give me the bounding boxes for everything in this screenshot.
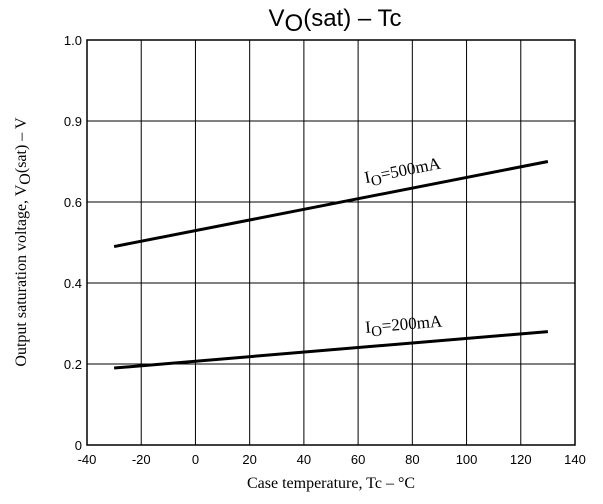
series-line xyxy=(113,330,549,370)
y-tick-label: 0.6 xyxy=(64,195,82,210)
chart-title: VO(sat) – Tc xyxy=(269,5,402,37)
series-label: IO=200mA xyxy=(364,311,443,340)
y-tick-label: 0.2 xyxy=(64,357,82,372)
x-axis-label: Case temperature, Tc – °C xyxy=(247,475,415,492)
x-tick-label: 80 xyxy=(405,452,419,467)
x-tick-label: -20 xyxy=(132,452,151,467)
plot-frame xyxy=(86,39,576,446)
chart-title-sub: O xyxy=(285,10,304,37)
series-labels: IO=500mA IO=200mA xyxy=(363,154,444,341)
y-axis-label-rest: (sat) – V xyxy=(13,117,30,173)
x-tick-labels: -40 -20 0 20 40 60 80 100 120 140 xyxy=(78,452,586,467)
y-axis-label-main: Output saturation voltage, V xyxy=(13,184,30,366)
y-axis-label: Output saturation voltage, VO(sat) – V xyxy=(13,117,34,367)
x-tick-label: 120 xyxy=(510,452,532,467)
chart-title-rest: (sat) – Tc xyxy=(303,5,401,32)
x-tick-label: 0 xyxy=(192,452,199,467)
y-tick-label: 0.9 xyxy=(64,114,82,129)
x-tick-label: -40 xyxy=(78,452,97,467)
series-line xyxy=(113,160,549,249)
series-lines xyxy=(113,160,549,370)
grid-lines xyxy=(87,40,575,445)
y-tick-label: 1.0 xyxy=(64,33,82,48)
y-tick-labels: 0 0.2 0.4 0.6 0.9 1.0 xyxy=(64,33,82,453)
series-label: IO=500mA xyxy=(363,154,444,192)
x-tick-label: 60 xyxy=(351,452,365,467)
y-tick-label: 0 xyxy=(75,438,82,453)
y-tick-label: 0.4 xyxy=(64,276,82,291)
chart-title-main: V xyxy=(269,5,285,32)
y-axis-label-sub: O xyxy=(17,173,34,185)
x-tick-label: 140 xyxy=(564,452,586,467)
x-tick-label: 40 xyxy=(297,452,311,467)
x-tick-label: 100 xyxy=(456,452,478,467)
x-tick-label: 20 xyxy=(242,452,256,467)
